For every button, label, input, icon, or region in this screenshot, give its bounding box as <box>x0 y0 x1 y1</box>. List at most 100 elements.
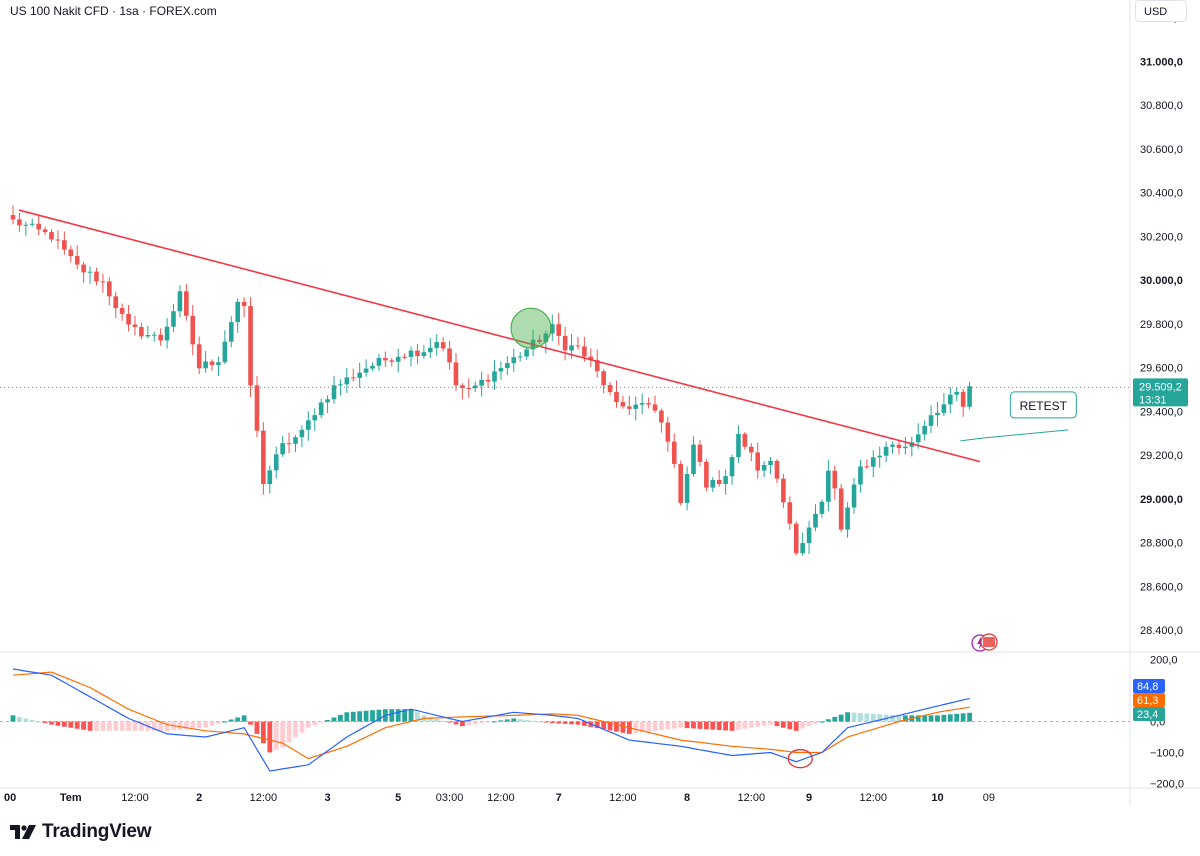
candle-body <box>306 420 311 430</box>
macd-histogram-bar <box>691 721 696 729</box>
macd-histogram-bar <box>260 721 266 744</box>
candle <box>344 368 350 393</box>
macd-histogram-bar <box>851 712 857 722</box>
macd-histogram-bar <box>389 709 395 722</box>
candle-body <box>742 433 748 447</box>
candle <box>42 226 48 236</box>
candle-body <box>126 313 131 325</box>
candle-body <box>318 402 324 416</box>
price-tick-label: 28.400,0 <box>1140 625 1183 637</box>
candle <box>158 328 163 346</box>
candle <box>196 336 202 374</box>
time-tick-label: 7 <box>556 792 562 804</box>
candle-body <box>896 444 902 449</box>
macd-histogram-bar <box>748 721 754 728</box>
candle <box>960 388 966 417</box>
candle-body <box>363 368 369 373</box>
candle-body <box>594 360 600 372</box>
candle <box>594 349 600 378</box>
candle-body <box>549 324 555 334</box>
candle-body <box>582 346 587 357</box>
candle-body <box>280 443 285 455</box>
macd-histogram-bar <box>620 721 626 733</box>
macd-histogram-bar <box>158 721 164 731</box>
macd-histogram-bar <box>209 721 215 726</box>
candle <box>954 387 960 402</box>
candle <box>915 423 921 449</box>
candle-body <box>184 291 189 316</box>
candle <box>691 436 696 477</box>
candle <box>261 422 266 495</box>
candle-body <box>716 479 722 484</box>
candle-body <box>29 223 35 225</box>
candle <box>928 405 934 434</box>
macd-histogram-bar <box>736 721 741 730</box>
candle-body <box>177 291 183 312</box>
candle <box>607 382 613 396</box>
macd-histogram-bar <box>280 721 286 748</box>
macd-histogram-bar <box>960 713 966 722</box>
candle <box>806 520 812 555</box>
candle <box>126 304 131 332</box>
macd-histogram-bar <box>684 721 690 729</box>
time-tick-label: 03:00 <box>436 792 464 804</box>
candle-body <box>505 363 510 369</box>
candle <box>29 218 35 227</box>
candle-body <box>479 379 484 386</box>
macd-signal-line <box>12 671 970 760</box>
candle-body <box>10 215 16 220</box>
candle-body <box>832 470 838 489</box>
macd-histogram-bar <box>190 721 196 729</box>
macd-histogram-bar <box>164 721 170 731</box>
candle <box>517 351 523 362</box>
candle-body <box>729 457 735 477</box>
candle-body <box>633 404 639 409</box>
candle-body <box>543 333 549 343</box>
candle <box>678 460 683 506</box>
candle <box>838 483 844 533</box>
macd-histogram-bar <box>395 709 401 722</box>
macd-histogram-bar <box>877 714 883 722</box>
macd-histogram-bar <box>434 718 440 722</box>
currency-selector[interactable]: USD <box>1135 0 1187 22</box>
candle-body <box>492 371 497 382</box>
candle-body <box>81 264 86 273</box>
price-tick-label: 31.000,0 <box>1140 56 1183 68</box>
macd-histogram-bar <box>922 715 928 722</box>
candle-body <box>100 281 106 283</box>
macd-histogram-bar <box>42 721 48 724</box>
candle <box>967 381 972 410</box>
candle-body <box>49 232 54 240</box>
candle <box>903 437 908 455</box>
candle-body <box>678 463 683 503</box>
candle-body <box>928 415 934 426</box>
candle <box>209 359 215 371</box>
candle <box>896 439 902 455</box>
tradingview-logo[interactable]: TradingView <box>10 821 152 843</box>
candle <box>511 348 517 372</box>
histogram-value-badge <box>1133 707 1165 721</box>
macd-histogram-bar <box>813 721 818 724</box>
candle-body <box>498 368 504 372</box>
macd-histogram-bar <box>928 715 934 722</box>
candle-body <box>877 455 882 458</box>
macd-histogram-bar <box>511 718 517 722</box>
candle <box>800 532 805 556</box>
candle <box>639 393 645 415</box>
candle-body <box>749 446 754 453</box>
candle <box>768 456 773 475</box>
macd-histogram-bar <box>17 716 22 722</box>
time-tick-label: 12:00 <box>609 792 637 804</box>
macd-histogram-bar <box>755 721 761 727</box>
candle <box>273 446 279 479</box>
macd-histogram <box>10 709 972 753</box>
macd-histogram-bar <box>697 721 703 729</box>
macd-histogram-bar <box>305 721 311 728</box>
candle-body <box>639 403 645 405</box>
candle <box>74 245 80 270</box>
candle-body <box>139 326 144 337</box>
candle-body <box>646 403 651 405</box>
candle-body <box>659 410 664 423</box>
candle <box>177 285 183 318</box>
